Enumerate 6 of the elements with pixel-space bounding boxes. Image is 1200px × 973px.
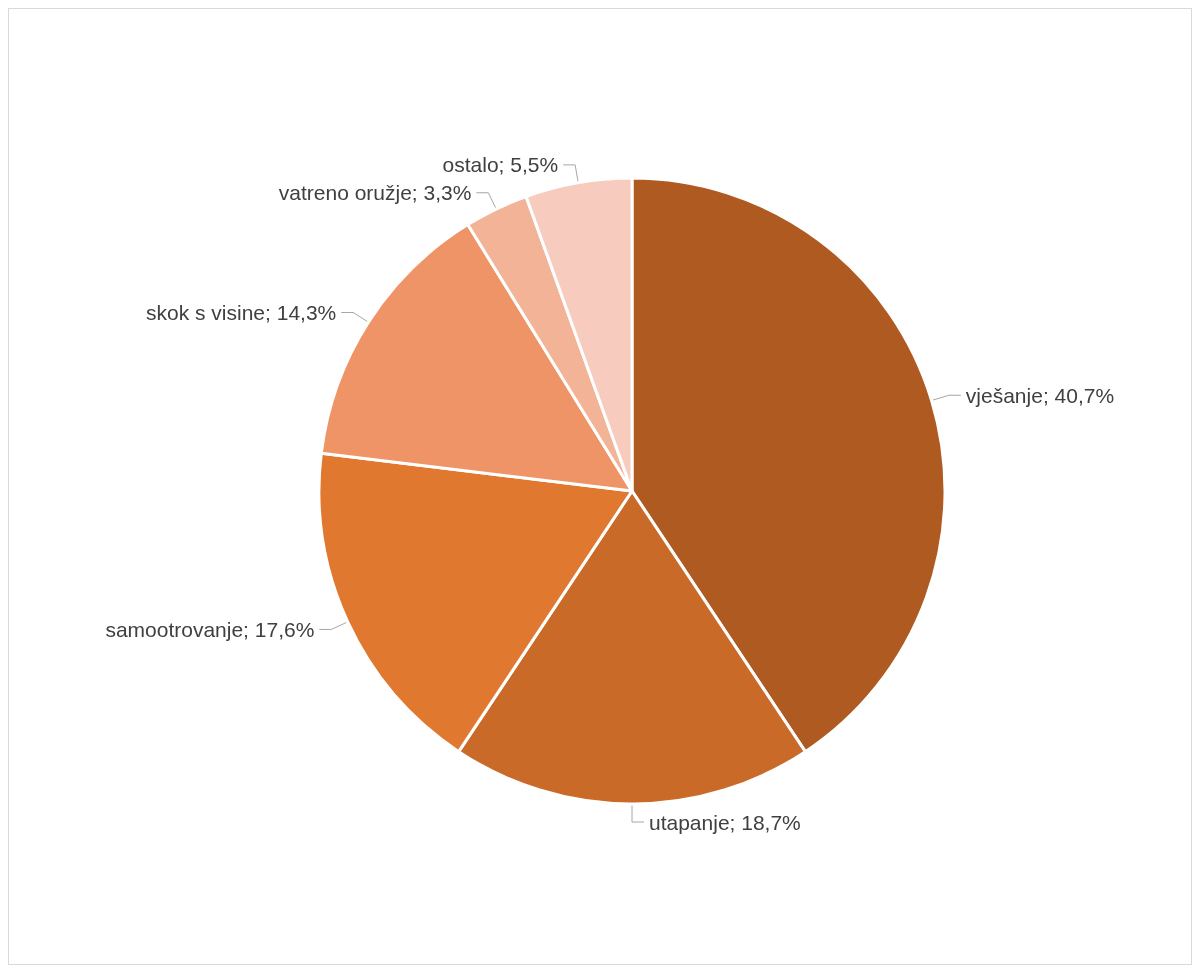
slice-label: vješanje; 40,7% [965,383,1115,407]
slice-label: skok s visine; 14,3% [146,300,337,324]
slice-label: utapanje; 18,7% [649,810,801,834]
slice-label: vatreno oružje; 3,3% [278,181,472,205]
slice-label: ostalo; 5,5% [442,153,559,177]
slice-label: samootrovanje; 17,6% [105,617,315,641]
